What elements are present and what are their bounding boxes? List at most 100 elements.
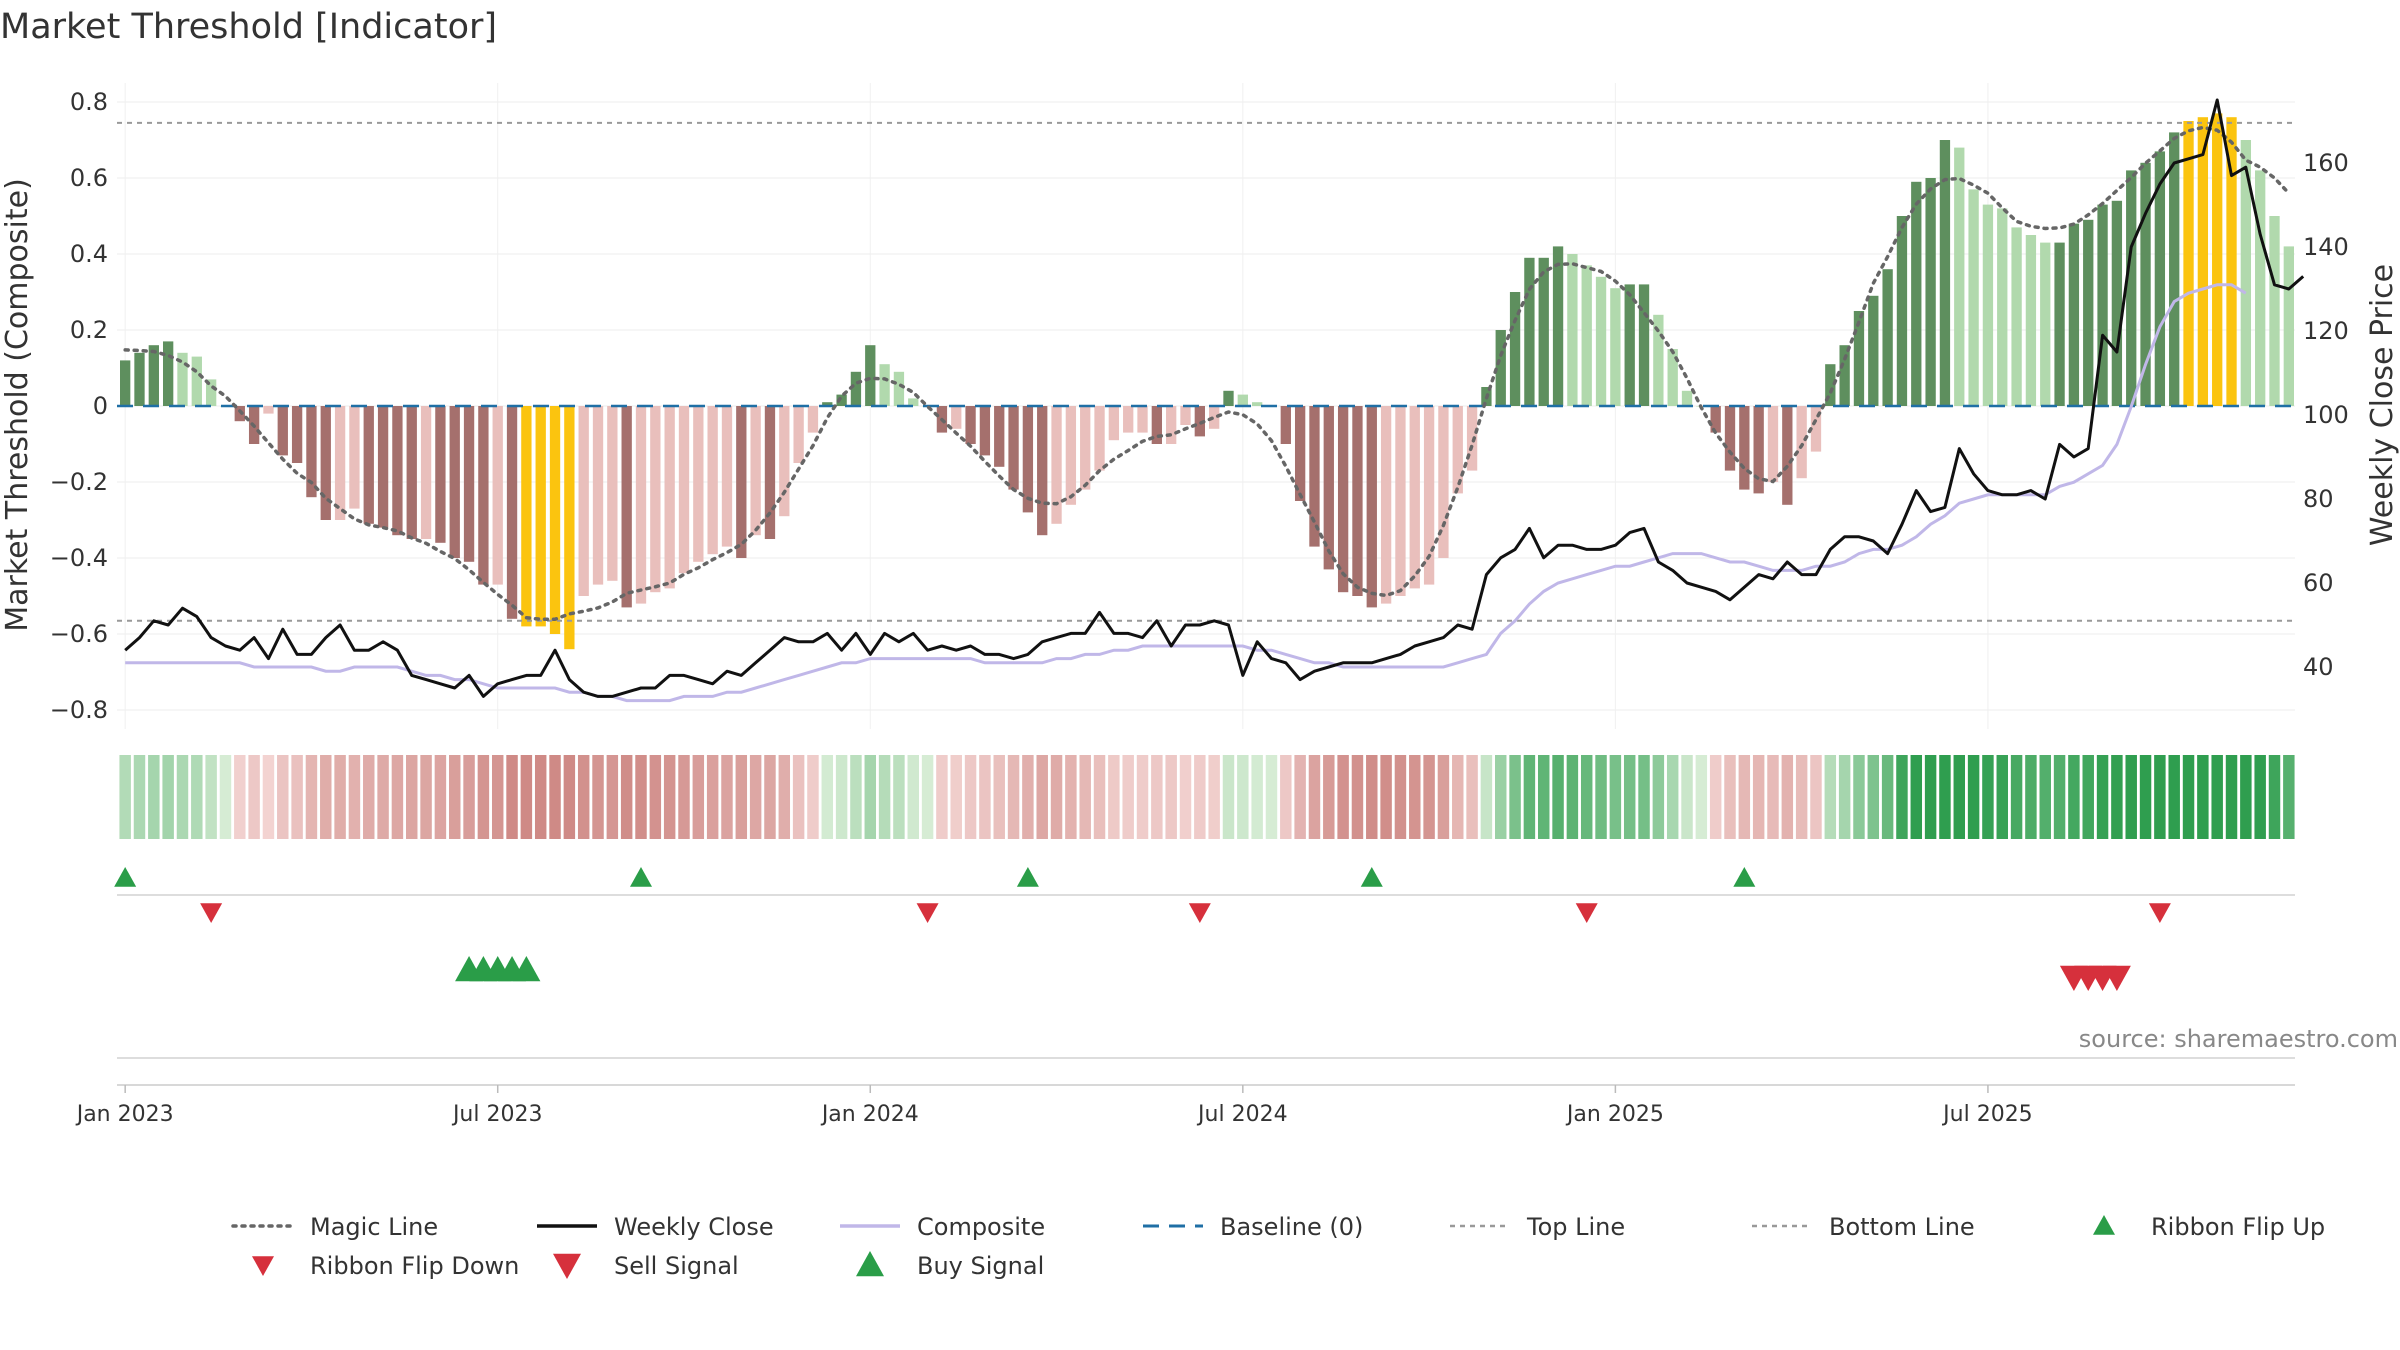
y-axis-right-label: Weekly Close Price	[2365, 264, 2400, 546]
composite-bar	[205, 379, 217, 406]
ribbon-cell	[1423, 755, 1435, 839]
y-tick-label-left: −0.8	[50, 696, 108, 724]
composite-bar	[707, 406, 718, 555]
composite-bar	[1223, 390, 1234, 406]
ribbon-cell	[219, 755, 232, 839]
ribbon-cell	[1996, 755, 2008, 839]
composite-bar	[2097, 204, 2108, 406]
composite-bar	[1209, 406, 1220, 429]
composite-bar	[277, 406, 288, 456]
ribbon-flip-up-marker	[114, 867, 137, 887]
ribbon-cell	[2197, 755, 2209, 839]
composite-bar	[2083, 219, 2094, 406]
composite-bar	[549, 406, 561, 634]
ribbon-cell	[2240, 755, 2252, 839]
composite-bar	[2183, 121, 2194, 406]
ribbon-cell	[1982, 755, 1994, 839]
ribbon-cell	[907, 755, 919, 839]
composite-bar	[1739, 406, 1750, 490]
composite-bar	[965, 406, 976, 444]
composite-bar	[1180, 406, 1191, 425]
legend-swatch	[553, 1253, 581, 1279]
ribbon-cell	[692, 755, 705, 839]
ribbon-cell	[477, 755, 490, 839]
ribbon-cell	[434, 755, 447, 839]
composite-bar	[1380, 406, 1392, 604]
ribbon-cell	[1194, 755, 1206, 839]
legend-swatch	[856, 1251, 884, 1277]
ribbon-cell	[1380, 755, 1392, 839]
magic-line	[123, 125, 2291, 622]
ribbon-cell	[363, 755, 375, 839]
composite-bar	[1882, 269, 1893, 406]
composite-bar	[822, 402, 833, 406]
ribbon-cell	[1509, 755, 1521, 839]
ribbon-flip-down-marker	[2148, 903, 2171, 923]
composite-bar	[1151, 406, 1163, 444]
ribbon-cell	[1093, 755, 1106, 839]
composite-bar	[693, 406, 704, 562]
ribbon-cell	[320, 755, 332, 839]
y-tick-label-right: 80	[2303, 485, 2334, 513]
ribbon-cell	[348, 755, 361, 839]
ribbon-cell	[1323, 755, 1335, 839]
composite-bar	[736, 406, 747, 558]
composite-bar	[1194, 406, 1205, 437]
ribbon-cell	[1767, 755, 1779, 839]
ribbon-cell	[305, 755, 318, 839]
legend-label: Buy Signal	[917, 1252, 1044, 1280]
composite-bar	[234, 406, 245, 422]
ribbon-cell	[1595, 755, 1607, 839]
series-lines	[117, 98, 2305, 703]
y-tick-label-right: 160	[2303, 149, 2349, 177]
ribbon-flip-down-marker	[1575, 903, 1598, 923]
composite-bar	[2197, 117, 2209, 406]
ribbon-cell	[2283, 755, 2295, 839]
ribbon-cell	[749, 755, 762, 839]
composite-bar	[1094, 406, 1105, 471]
legend-label: Ribbon Flip Up	[2151, 1213, 2325, 1241]
composite-bar	[1681, 390, 1693, 406]
composite-bar	[191, 356, 202, 406]
ribbon-cell	[1752, 755, 1765, 839]
composite-bar	[779, 406, 790, 517]
ribbon-cell	[506, 755, 518, 839]
composite-bar	[1137, 406, 1148, 433]
composite-bar	[865, 345, 876, 406]
ribbon-cell	[262, 755, 275, 839]
composite-bar	[1825, 364, 1836, 406]
ribbon-cell	[735, 755, 748, 839]
ribbon-cell	[1237, 755, 1249, 839]
composite-bar	[120, 360, 131, 406]
ribbon-cell	[2225, 755, 2238, 839]
legend-swatch	[2093, 1215, 2115, 1235]
composite-bar	[908, 398, 919, 406]
ribbon-cell	[549, 755, 561, 839]
ribbon-cell	[706, 755, 719, 839]
ribbon-cell	[807, 755, 819, 839]
ribbon-cell	[2039, 755, 2051, 839]
composite-bar	[564, 406, 575, 650]
ribbon-flip-down-marker	[916, 903, 939, 923]
composite-bar	[2255, 170, 2266, 406]
ribbon-cell	[1136, 755, 1149, 839]
ribbon-cell	[2182, 755, 2195, 839]
composite-bar	[2111, 200, 2123, 406]
composite-bar	[1653, 314, 1664, 406]
ribbon-cell	[1208, 755, 1220, 839]
ribbon-cell	[420, 755, 432, 839]
ribbon-cell	[1939, 755, 1951, 839]
composite-bar	[793, 406, 804, 463]
ribbon-cell	[2010, 755, 2023, 839]
legend-item: Sell Signal	[553, 1252, 739, 1280]
composite-bar	[1409, 406, 1420, 589]
ribbon-cell	[649, 755, 662, 839]
ribbon-cell	[921, 755, 934, 839]
ribbon-cell	[835, 755, 848, 839]
composite-bar	[463, 406, 475, 562]
ribbon-cell	[1480, 755, 1493, 839]
ribbon-cell	[205, 755, 217, 839]
legend-item: Ribbon Flip Up	[2093, 1213, 2325, 1241]
composite-bar	[1495, 330, 1506, 406]
ribbon-cell	[1824, 755, 1837, 839]
